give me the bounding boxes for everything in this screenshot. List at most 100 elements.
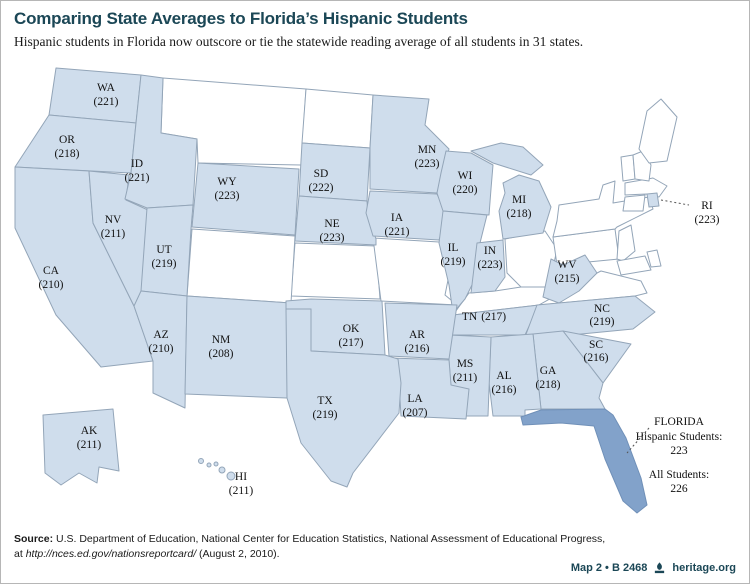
state-abbr: CA — [43, 265, 60, 277]
florida-all-score: 226 — [670, 483, 688, 495]
state-abbr: LA — [407, 393, 423, 405]
state-abbr: MN — [418, 144, 437, 156]
state-abbr: IA — [391, 212, 404, 224]
state-label-sd: SD (222) — [309, 168, 334, 194]
hi-island-shape — [198, 458, 204, 464]
state-abbr: NC — [594, 303, 610, 315]
hi-island-shape — [218, 466, 226, 474]
state-score: (222) — [309, 182, 334, 194]
state-label-ak: AK (211) — [77, 425, 102, 451]
state-abbr: MI — [512, 194, 526, 206]
state-label-sc: SC (216) — [584, 339, 609, 364]
state-label-az: AZ (210) — [149, 329, 174, 355]
source-label: Source: — [14, 533, 54, 545]
state-label-wi: WI (220) — [453, 170, 478, 196]
state-label-mn: MN (223) — [415, 144, 440, 170]
state-abbr: OR — [59, 134, 75, 146]
state-wi-shape — [436, 150, 494, 216]
footer: Map 2 • B 2468 heritage.org — [571, 562, 736, 574]
leader-lines-group — [626, 199, 690, 454]
state-ri-shape — [646, 192, 660, 208]
state-label-wv: WV (215) — [555, 259, 580, 285]
source-line-1: Source: U.S. Department of Education, Na… — [14, 532, 605, 547]
hi-island-shape — [226, 471, 236, 481]
state-score: (221) — [385, 226, 410, 238]
state-label-il: IL (219) — [441, 242, 466, 268]
state-score: (223) — [320, 232, 345, 244]
state-abbr: TX — [317, 395, 333, 407]
state-il-shape — [438, 210, 488, 314]
state-score: (218) — [507, 208, 532, 220]
ri-leader-line — [660, 199, 690, 206]
source-line-2: at http://nces.ed.gov/nationsreportcard/… — [14, 547, 605, 562]
state-nm-shape — [184, 295, 292, 399]
state-score: (215) — [555, 273, 580, 285]
state-label-in: IN (223) — [478, 245, 503, 271]
state-abbr: WY — [217, 176, 237, 188]
state-mi-upper-shape — [470, 142, 544, 176]
source-url: http://nces.ed.gov/nationsreportcard/ — [25, 547, 197, 560]
state-label-ri: RI (223) — [695, 200, 720, 226]
state-co-shape — [186, 228, 296, 304]
state-labels-group: WA (221) OR (218) ID (221) NV (211) CA (210) … — [39, 82, 720, 497]
state-me-shape — [638, 98, 678, 164]
state-abbr: UT — [156, 244, 171, 256]
state-hi-islands — [198, 458, 236, 481]
state-ne-shape — [294, 195, 377, 246]
state-abbr: WI — [458, 170, 473, 182]
state-al-shape — [488, 333, 542, 417]
state-wv-shape — [542, 254, 598, 304]
state-label-ia: IA (221) — [385, 212, 410, 238]
state-wy-shape — [191, 162, 300, 236]
state-abbr: OK — [343, 323, 360, 335]
state-label-wa: WA (221) — [94, 82, 119, 108]
state-score: (223) — [695, 214, 720, 226]
state-ak-shape — [42, 408, 120, 486]
state-label-ut: UT (219) — [152, 244, 177, 270]
state-score: (217) — [339, 337, 364, 349]
state-score: (218) — [55, 148, 80, 160]
state-abbr: NV — [105, 214, 122, 226]
state-score: (219) — [590, 316, 615, 328]
state-abbr: GA — [540, 365, 557, 377]
source-text: U.S. Department of Education, National C… — [53, 533, 606, 545]
state-nj-shape — [616, 224, 636, 262]
state-abbr: MS — [457, 358, 474, 370]
state-label-ok: OK (217) — [339, 323, 364, 349]
state-nd-shape — [301, 88, 374, 149]
state-fl-shape — [520, 408, 648, 514]
hi-island-shape — [213, 461, 219, 467]
state-abbr: TN — [462, 311, 478, 323]
florida-all-label: All Students: — [649, 469, 709, 481]
state-score: (211) — [229, 485, 254, 497]
state-ma-shape — [624, 177, 668, 198]
state-abbr: IN — [484, 245, 497, 257]
state-score: (210) — [149, 343, 174, 355]
state-or-shape — [14, 114, 137, 174]
state-abbr: NE — [324, 218, 339, 230]
state-label-ga: GA (218) — [536, 365, 561, 391]
states-shaded-group — [14, 67, 660, 514]
florida-annotation-name: FLORIDA — [654, 416, 705, 428]
state-label-al: AL (216) — [492, 370, 517, 396]
state-score: (210) — [39, 279, 64, 291]
state-abbr: NM — [212, 334, 231, 346]
state-label-hi: HI (211) — [229, 471, 254, 497]
state-score: (223) — [415, 158, 440, 170]
state-score: (223) — [215, 190, 240, 202]
state-md-shape — [616, 255, 652, 276]
state-score: (216) — [405, 343, 430, 355]
state-in-shape — [470, 239, 506, 294]
state-score: (207) — [403, 407, 428, 419]
state-score: (211) — [453, 372, 478, 384]
state-label-mi: MI (218) — [507, 194, 532, 220]
state-abbr: SC — [589, 339, 603, 351]
map-number-label: Map 2 • B 2468 — [570, 562, 648, 574]
state-abbr: IL — [448, 242, 459, 254]
state-mi-lower-shape — [498, 174, 552, 240]
brand-label: heritage.org — [672, 562, 736, 574]
state-label-la: LA (207) — [403, 393, 428, 419]
state-label-tn: TN (217) — [462, 311, 506, 323]
state-score: (219) — [313, 409, 338, 421]
